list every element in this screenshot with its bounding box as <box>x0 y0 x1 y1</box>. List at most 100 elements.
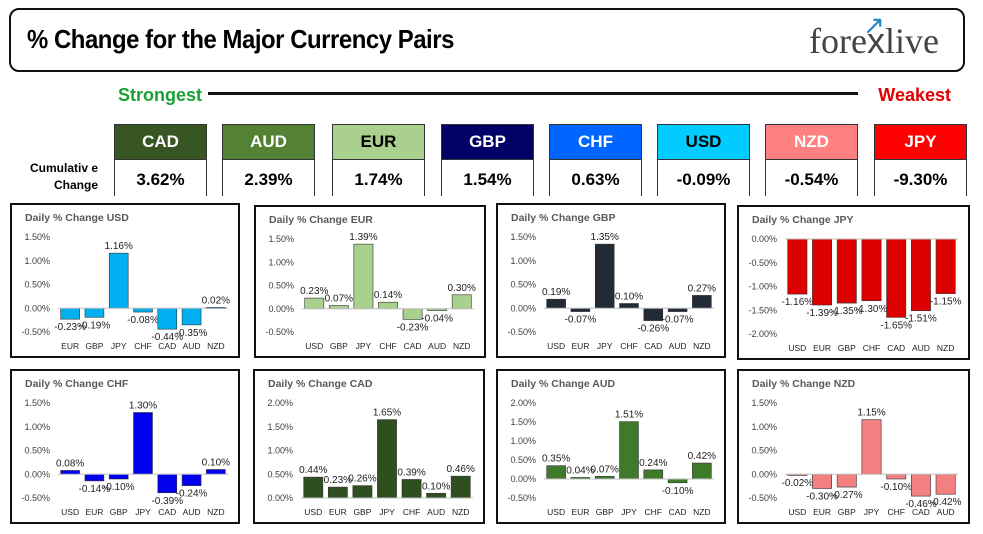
currency-box-cad: CAD 3.62% <box>114 124 207 197</box>
bar <box>886 238 907 318</box>
x-tick-label: GBP <box>330 341 348 351</box>
x-tick-label: USD <box>304 507 322 517</box>
bar <box>157 473 178 494</box>
x-tick-label: CHF <box>134 341 151 351</box>
data-label: -0.27% <box>831 490 863 501</box>
y-tick-label: 0.00% <box>751 234 777 244</box>
data-label: 0.10% <box>422 481 450 492</box>
y-tick-label: 0.00% <box>24 469 50 479</box>
y-tick-label: -2.00% <box>748 329 777 339</box>
bar <box>206 469 226 475</box>
y-tick-label: 1.50% <box>24 232 50 242</box>
x-tick-label: USD <box>788 507 806 517</box>
y-tick-label: 2.00% <box>510 398 536 408</box>
data-label: 0.46% <box>447 464 475 475</box>
x-tick-label: NZD <box>693 507 710 517</box>
data-label: 0.27% <box>688 283 716 294</box>
bar <box>353 243 374 310</box>
x-tick-label: EUR <box>329 507 347 517</box>
bar <box>619 303 639 309</box>
data-label: -0.46% <box>905 499 937 510</box>
bar <box>450 475 471 499</box>
data-label: 0.02% <box>202 295 230 306</box>
x-tick-label: JPY <box>864 507 880 517</box>
bar <box>812 473 833 489</box>
data-label: -1.39% <box>806 308 838 319</box>
y-tick-label: 0.00% <box>267 493 293 503</box>
data-label: 0.14% <box>374 290 402 301</box>
data-label: 0.35% <box>542 454 570 465</box>
data-label: 0.10% <box>202 458 230 469</box>
currency-cumulative-value: 3.62% <box>115 160 206 197</box>
bar <box>60 307 80 320</box>
data-label: -0.08% <box>127 315 159 326</box>
chart-panel-0: Daily % Change USD 1.50% 1.00% 0.50% 0.00% -0… <box>10 203 240 358</box>
x-tick-label: AUD <box>183 507 201 517</box>
data-label: -1.35% <box>831 306 863 317</box>
bar <box>619 421 639 480</box>
bar <box>108 473 129 480</box>
y-tick-label: 0.50% <box>267 469 293 479</box>
x-tick-label: CAD <box>644 341 662 351</box>
cumulative-change-label: Cumulativ e Change <box>14 160 98 194</box>
bar <box>327 486 348 499</box>
x-tick-label: AUD <box>427 507 445 517</box>
x-tick-label: GBP <box>353 507 371 517</box>
logo-x: ↗ x <box>863 10 886 61</box>
currency-cumulative-value: 2.39% <box>223 160 314 197</box>
chart-panel-5: Daily % Change CAD 2.00% 1.50% 1.00% 0.50% 0.… <box>253 369 485 524</box>
currency-box-nzd: NZD -0.54% <box>765 124 858 197</box>
bar <box>133 412 153 475</box>
logo-text-x: x <box>867 20 886 61</box>
data-label: 0.42% <box>688 451 716 462</box>
bar <box>861 238 882 302</box>
y-tick-label: -0.50% <box>21 493 50 503</box>
bar <box>108 252 129 309</box>
data-label: 1.30% <box>129 401 157 412</box>
bar <box>935 473 956 495</box>
data-label: -0.10% <box>880 482 912 493</box>
y-tick-label: -0.50% <box>507 493 536 503</box>
currency-box-eur: EUR 1.74% <box>332 124 425 197</box>
data-label: -1.30% <box>856 304 888 315</box>
bar <box>402 308 423 320</box>
data-label: 0.04% <box>566 465 594 476</box>
y-tick-label: 1.00% <box>510 256 536 266</box>
logo-text-right: live <box>885 21 939 61</box>
data-label: -0.23% <box>397 322 429 333</box>
x-tick-label: AUD <box>669 341 687 351</box>
currency-code: GBP <box>442 125 533 160</box>
x-tick-label: GBP <box>596 507 614 517</box>
x-tick-label: USD <box>547 341 565 351</box>
bar <box>157 307 178 330</box>
x-tick-label: CAD <box>158 507 176 517</box>
currency-cumulative-value: -0.54% <box>766 160 857 197</box>
bar <box>667 478 688 484</box>
x-tick-label: USD <box>788 343 806 353</box>
x-tick-label: AUD <box>428 341 446 351</box>
currency-cumulative-value: -0.09% <box>658 160 749 197</box>
currency-box-usd: USD -0.09% <box>657 124 750 197</box>
header-banner: % Change for the Major Currency Pairs fo… <box>9 8 965 72</box>
x-tick-label: NZD <box>207 341 224 351</box>
data-label: -0.07% <box>662 315 694 326</box>
y-tick-label: 1.50% <box>268 234 294 244</box>
data-label: -0.39% <box>151 496 183 507</box>
data-label: 0.30% <box>448 283 476 294</box>
currency-box-chf: CHF 0.63% <box>549 124 642 197</box>
bar <box>935 238 956 294</box>
y-tick-label: 1.00% <box>510 436 536 446</box>
data-label: -1.16% <box>782 297 814 308</box>
data-label: -0.35% <box>176 328 208 339</box>
y-tick-label: -0.50% <box>507 327 536 337</box>
data-label: 0.23% <box>300 286 328 297</box>
data-label: 0.23% <box>324 475 352 486</box>
data-label: -0.24% <box>176 489 208 500</box>
forexlive-logo: fore ↗ xlive <box>809 10 939 62</box>
bar <box>303 476 324 499</box>
x-tick-label: USD <box>305 341 323 351</box>
bar <box>451 294 472 310</box>
x-tick-label: CAD <box>404 341 422 351</box>
bar <box>181 307 202 326</box>
bar <box>352 485 373 499</box>
